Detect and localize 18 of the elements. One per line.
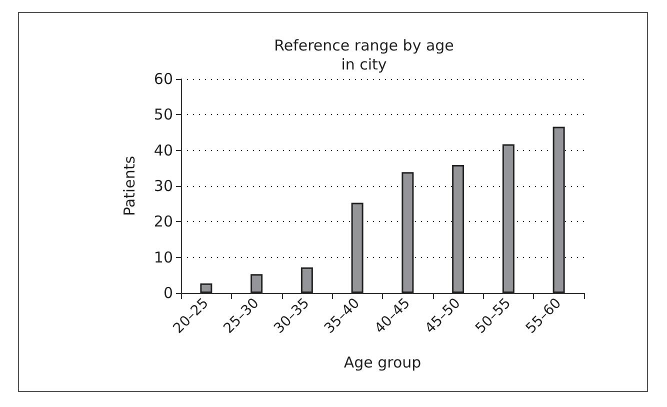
y-tick-label: 10 [154,248,173,266]
y-axis-title: Patients [120,156,138,216]
bar [402,172,414,293]
y-tick-label: 0 [163,284,173,302]
y-tick-label: 60 [154,70,173,88]
y-tick-label: 30 [154,177,173,195]
x-axis-title: Age group [344,354,422,372]
bar [200,283,212,293]
bar [552,126,565,293]
chart-title: Reference range by age in city [274,36,454,74]
bar [351,202,364,293]
y-tick-label: 20 [154,212,173,231]
bar [502,144,514,293]
bar [452,164,464,293]
bar [300,267,313,293]
y-tick-label: 50 [154,106,173,124]
bar [250,274,263,293]
y-tick-label: 40 [154,141,173,160]
